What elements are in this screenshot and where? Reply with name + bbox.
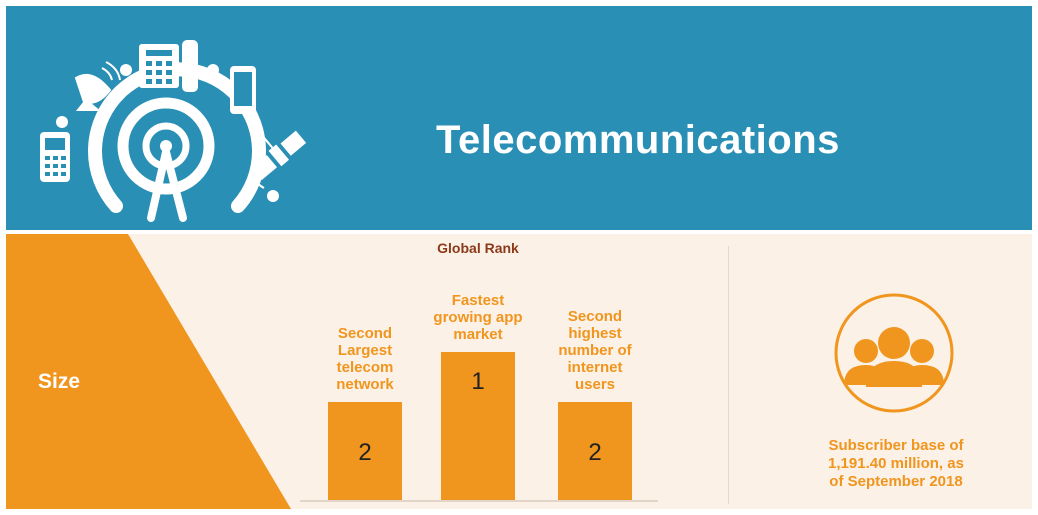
mobile-phone-icon xyxy=(40,132,70,182)
category-label: users xyxy=(575,376,615,393)
decorative-dots xyxy=(56,64,279,202)
bar-value-label: 2 xyxy=(588,439,601,466)
category-label: Second xyxy=(568,308,622,325)
satellite-icon xyxy=(251,130,307,181)
subscriber-line: of September 2018 xyxy=(829,473,963,490)
category-label: Fastest xyxy=(452,292,505,309)
subscriber-text: Subscriber base of 1,191.40 million, as … xyxy=(796,437,996,491)
category-label: market xyxy=(453,326,502,343)
banner-divider xyxy=(6,230,1032,234)
people-group-icon xyxy=(834,293,954,413)
smartphone-icon xyxy=(230,66,256,114)
category-label: growing app xyxy=(433,309,522,326)
category-label: internet xyxy=(567,359,622,376)
size-panel: Size Global Rank 2 Second Largest telecom ne… xyxy=(6,234,1032,509)
satellite-signal-icon xyxy=(251,173,265,189)
global-rank-chart: Global Rank 2SecondLargesttelecomnetwork… xyxy=(300,240,658,502)
header-banner: Telecommunications xyxy=(6,6,1032,230)
rank-bar xyxy=(558,402,632,500)
category-label: highest xyxy=(568,325,621,342)
bar-value-label: 1 xyxy=(471,368,484,395)
infographic: Telecommunications Size Global Rank 2 Sec… xyxy=(6,6,1032,509)
size-wedge xyxy=(6,234,291,509)
rank-bar xyxy=(441,352,515,500)
subscriber-line: 1,191.40 million, as xyxy=(828,455,964,472)
page-title: Telecommunications xyxy=(436,118,840,162)
category-label: telecom xyxy=(337,359,394,376)
telecom-icon-cluster xyxy=(40,40,307,222)
panel-divider xyxy=(728,246,729,504)
bar-value-label: 2 xyxy=(358,439,371,466)
rank-bar xyxy=(328,402,402,500)
subscriber-line: Subscriber base of xyxy=(828,437,964,454)
size-label: Size xyxy=(38,370,81,393)
category-label: Largest xyxy=(338,342,392,359)
satellite-dish-icon xyxy=(74,61,121,111)
category-label: network xyxy=(336,376,394,393)
category-label: Second xyxy=(338,325,392,342)
desk-phone-icon xyxy=(139,40,198,92)
chart-title: Global Rank xyxy=(437,240,519,256)
category-label: number of xyxy=(558,342,632,359)
